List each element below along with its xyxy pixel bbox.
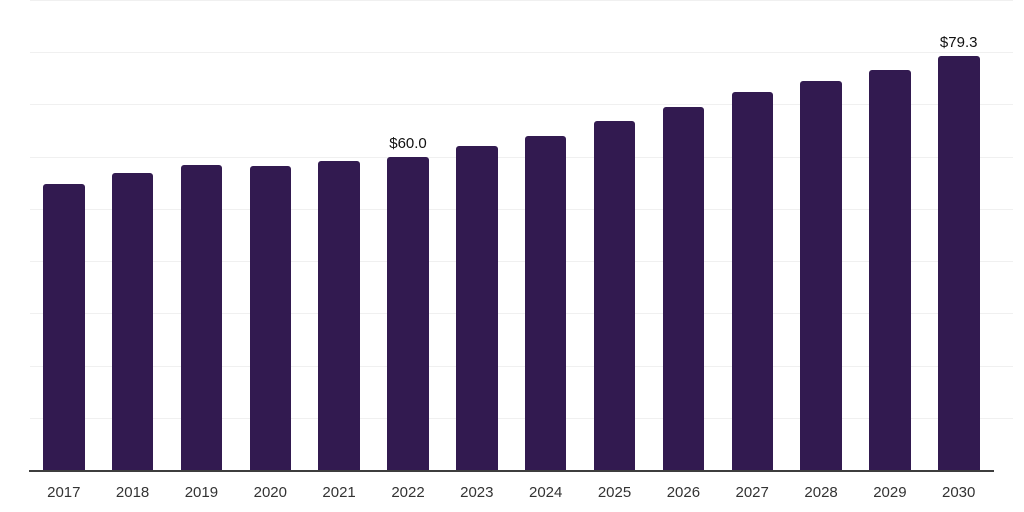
x-tick-label-2027: 2027 (735, 484, 769, 501)
x-tick-label-2022: 2022 (391, 484, 425, 501)
x-tick-label-2026: 2026 (666, 484, 701, 501)
x-axis-line (29, 470, 994, 472)
bar-2020 (249, 165, 291, 470)
gridline (30, 313, 1013, 314)
data-label-2022: $60.0 (389, 134, 427, 152)
bar-2023 (456, 146, 498, 470)
x-tick-label-2018: 2018 (115, 484, 150, 501)
bar-2017 (43, 184, 85, 470)
bar-2021 (318, 160, 360, 470)
gridline (30, 104, 1013, 105)
bar-2019 (180, 164, 223, 470)
bar-2026 (662, 106, 705, 470)
gridline (30, 157, 1013, 158)
gridline (30, 52, 1013, 53)
x-tick-label-2021: 2021 (322, 484, 356, 501)
bar-2030 (938, 55, 980, 470)
gridline (30, 366, 1013, 367)
gridline (30, 209, 1013, 210)
data-label-2030: $79.3 (939, 33, 978, 51)
x-tick-label-2029: 2029 (873, 484, 907, 501)
bar-2028 (800, 80, 842, 470)
x-tick-label-2030: 2030 (942, 484, 976, 501)
x-tick-label-2025: 2025 (597, 484, 632, 501)
x-tick-label-2020: 2020 (253, 484, 287, 501)
bar-2018 (111, 172, 154, 470)
x-tick-label-2019: 2019 (184, 484, 219, 501)
bar-2025 (593, 120, 636, 470)
bar-2029 (869, 70, 911, 470)
bar-2027 (731, 91, 773, 470)
bar-2024 (524, 135, 567, 470)
bar-2022 (387, 156, 429, 470)
gridline (30, 261, 1013, 262)
gridline (30, 418, 1013, 419)
x-tick-label-2028: 2028 (804, 484, 838, 501)
gridline (30, 0, 1013, 1)
x-tick-label-2017: 2017 (47, 484, 81, 501)
x-tick-label-2024: 2024 (529, 484, 563, 501)
x-tick-label-2023: 2023 (460, 484, 494, 501)
